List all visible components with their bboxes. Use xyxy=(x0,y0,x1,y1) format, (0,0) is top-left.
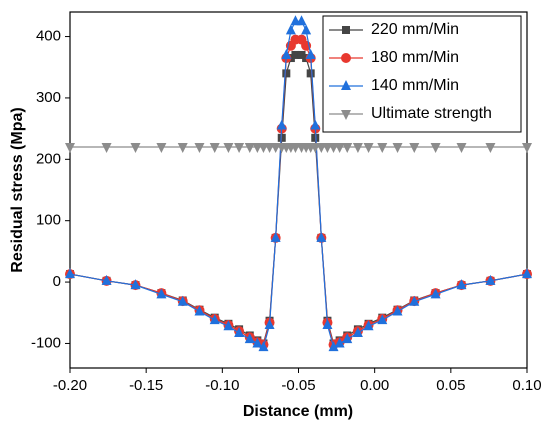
marker xyxy=(258,341,269,352)
marker xyxy=(244,333,255,344)
marker xyxy=(342,333,353,344)
marker xyxy=(485,143,496,154)
marker xyxy=(244,143,255,154)
marker xyxy=(281,48,292,59)
marker xyxy=(363,143,374,154)
marker xyxy=(223,143,234,154)
marker xyxy=(341,53,351,63)
marker xyxy=(177,295,188,306)
y-tick-label: 100 xyxy=(36,212,61,229)
marker xyxy=(194,143,205,154)
legend: 220 mm/Min 180 mm/Min 140 mm/Min Ultimate s… xyxy=(322,15,522,133)
x-tick-label: -0.15 xyxy=(129,377,163,394)
y-axis-label: Residual stress (Mpa) xyxy=(9,107,26,272)
marker xyxy=(297,50,306,59)
marker xyxy=(342,143,353,154)
marker xyxy=(328,341,339,352)
marker xyxy=(310,119,321,130)
marker xyxy=(334,337,345,348)
marker xyxy=(316,231,327,242)
marker xyxy=(301,24,312,35)
x-tick-label: -0.05 xyxy=(281,377,315,394)
marker xyxy=(156,143,167,154)
marker xyxy=(522,143,532,154)
marker xyxy=(409,295,420,306)
marker xyxy=(522,268,532,279)
marker xyxy=(194,305,205,316)
y-tick-label: 0 xyxy=(53,273,61,290)
marker xyxy=(252,337,263,348)
marker xyxy=(209,314,220,325)
marker xyxy=(177,143,188,154)
marker xyxy=(485,274,496,285)
marker xyxy=(285,24,296,35)
legend-label: 180 mm/Min xyxy=(371,49,459,66)
x-tick-label: 0.00 xyxy=(360,377,389,394)
marker xyxy=(377,314,388,325)
x-axis-label: Distance (mm) xyxy=(243,403,353,420)
y-tick-label: 300 xyxy=(36,89,61,106)
marker xyxy=(65,268,75,279)
marker xyxy=(352,327,363,338)
marker xyxy=(456,143,467,154)
marker xyxy=(409,143,420,154)
marker xyxy=(264,319,275,330)
marker xyxy=(270,231,281,242)
marker xyxy=(430,143,441,154)
marker xyxy=(234,143,245,154)
marker xyxy=(306,69,315,78)
marker xyxy=(392,305,403,316)
legend-label: Ultimate strength xyxy=(371,105,492,122)
legend-box xyxy=(322,15,522,133)
marker xyxy=(65,143,75,154)
marker xyxy=(130,279,141,290)
marker xyxy=(334,143,345,154)
marker xyxy=(282,69,291,78)
legend-label: 140 mm/Min xyxy=(371,77,459,94)
marker xyxy=(352,143,363,154)
series-line xyxy=(69,20,528,349)
marker xyxy=(296,15,307,26)
y-tick-label: 400 xyxy=(36,28,61,45)
x-tick-label: -0.10 xyxy=(205,377,239,394)
marker xyxy=(305,48,316,59)
marker xyxy=(363,320,374,331)
legend-label: 220 mm/Min xyxy=(371,21,459,38)
marker xyxy=(392,143,403,154)
marker xyxy=(430,288,441,299)
marker xyxy=(377,143,388,154)
y-tick-label: -100 xyxy=(31,334,61,351)
marker xyxy=(341,110,351,120)
x-tick-label: 0.10 xyxy=(512,377,541,394)
x-tick-label: -0.20 xyxy=(53,377,87,394)
marker xyxy=(101,143,112,154)
marker xyxy=(322,319,333,330)
marker xyxy=(234,327,245,338)
marker xyxy=(342,26,350,34)
marker xyxy=(276,119,287,130)
marker xyxy=(209,143,220,154)
y-tick-label: 200 xyxy=(36,150,61,167)
marker xyxy=(156,288,167,299)
marker xyxy=(341,80,351,90)
x-tick-label: 0.05 xyxy=(436,377,465,394)
marker xyxy=(223,320,234,331)
marker xyxy=(130,143,141,154)
marker xyxy=(101,274,112,285)
marker xyxy=(291,50,300,59)
marker xyxy=(456,279,467,290)
